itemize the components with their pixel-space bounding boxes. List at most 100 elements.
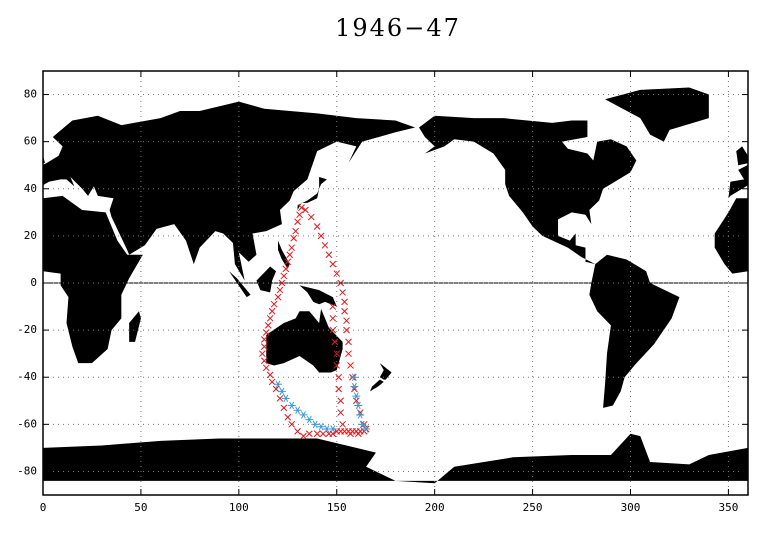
track-point — [343, 317, 350, 325]
track-point — [321, 241, 329, 249]
track-point — [266, 314, 274, 322]
track-point — [352, 392, 361, 400]
y-tick-label: -20 — [17, 323, 37, 336]
track-point — [356, 411, 365, 419]
track-point — [358, 420, 367, 429]
track-point — [284, 413, 292, 421]
x-tick-label: 150 — [327, 501, 347, 514]
y-tick-label: -60 — [17, 417, 37, 430]
track-point — [345, 338, 352, 346]
track-point — [277, 387, 286, 396]
x-tick-label: 0 — [40, 501, 47, 514]
track-point — [341, 298, 348, 306]
track-point — [258, 350, 266, 358]
x-tick-label: 200 — [425, 501, 445, 514]
track-point — [282, 265, 290, 273]
track-point — [278, 279, 286, 287]
track-point — [280, 404, 288, 412]
track-point — [329, 314, 337, 322]
track-point — [317, 422, 326, 431]
y-tick-label: 0 — [30, 276, 37, 289]
track-point — [329, 303, 337, 310]
track-point — [347, 430, 354, 438]
track-point — [335, 373, 343, 381]
track-point — [350, 373, 359, 381]
track-point — [333, 350, 341, 358]
track-point — [302, 206, 309, 214]
track-point — [325, 251, 333, 259]
track-point — [284, 258, 292, 266]
track-point — [354, 401, 363, 410]
track-point — [313, 430, 321, 438]
y-tick-label: 20 — [24, 229, 37, 242]
track-point — [333, 270, 341, 277]
track-point — [260, 357, 268, 365]
track-point — [286, 251, 294, 259]
track-point — [341, 307, 348, 315]
track-point — [299, 411, 308, 419]
track-point — [280, 272, 288, 280]
track-point — [329, 260, 337, 268]
track-point — [274, 380, 282, 389]
coastlines — [43, 87, 748, 484]
x-tick-label: 250 — [523, 501, 543, 514]
track-point — [313, 223, 321, 230]
track-point — [337, 397, 345, 405]
y-tick-label: 60 — [24, 135, 37, 148]
track-point — [333, 362, 341, 369]
track-point — [328, 425, 337, 433]
track-point — [288, 420, 296, 428]
track-point — [347, 362, 354, 369]
track-point — [270, 300, 278, 308]
plot-frame — [42, 70, 749, 496]
track-point — [305, 415, 314, 424]
track-point — [317, 232, 325, 240]
chart-title: 1946−47 — [335, 14, 461, 42]
track-point — [281, 394, 290, 403]
track-point — [335, 385, 343, 393]
x-tick-label: 350 — [718, 501, 738, 514]
track-point — [362, 425, 371, 433]
track-point — [262, 364, 270, 372]
track-point — [311, 420, 320, 429]
track-point — [300, 432, 307, 440]
track-point — [339, 420, 346, 428]
track-point — [294, 428, 301, 435]
track-point — [292, 227, 299, 235]
track-point — [350, 382, 359, 391]
track-point — [260, 343, 268, 350]
y-tick-label: 80 — [24, 88, 37, 101]
track-point — [290, 234, 298, 242]
track-point — [262, 329, 270, 336]
track-point — [268, 307, 276, 315]
x-tick-label: 50 — [134, 501, 147, 514]
track-point — [260, 336, 268, 343]
x-tick-label: 300 — [621, 501, 641, 514]
track-point — [287, 401, 296, 410]
track-point — [337, 409, 345, 416]
track-point — [274, 293, 282, 301]
track-point — [305, 430, 313, 438]
track-point — [337, 279, 345, 287]
track-point — [293, 406, 302, 414]
track-point — [288, 244, 296, 252]
track-point — [329, 326, 337, 334]
track-point — [296, 211, 303, 219]
x-tick-label: 100 — [229, 501, 249, 514]
track-point — [264, 322, 272, 329]
track-point — [354, 430, 362, 438]
track-point — [276, 286, 284, 294]
track-point — [266, 371, 274, 379]
track-point — [276, 395, 284, 402]
track-point — [331, 338, 339, 346]
track-point — [343, 326, 350, 334]
track-point — [307, 213, 315, 221]
track-point — [339, 289, 346, 296]
track-point — [345, 350, 352, 358]
track-point — [298, 204, 305, 211]
y-tick-label: -40 — [17, 370, 37, 383]
y-tick-label: 40 — [24, 182, 37, 195]
y-tick-label: -80 — [17, 464, 37, 477]
track-point — [294, 218, 301, 226]
